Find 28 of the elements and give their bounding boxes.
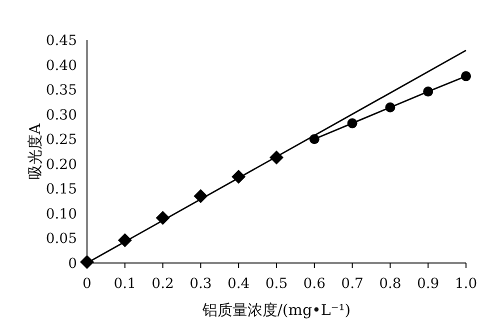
x-tick-label: 0.7 xyxy=(341,276,364,292)
y-tick-label: 0.20 xyxy=(46,156,77,173)
x-tick-label: 0.4 xyxy=(227,276,250,292)
y-tick-label: 0 xyxy=(68,256,77,272)
x-tick-label: 0.5 xyxy=(265,276,288,292)
y-tick-label: 0.35 xyxy=(46,82,77,99)
x-tick-label: 0.8 xyxy=(379,276,402,292)
x-tick-label: 0.6 xyxy=(303,276,326,292)
y-tick-label: 0.25 xyxy=(46,132,77,148)
x-tick-label: 0.2 xyxy=(152,276,174,292)
y-tick-label: 0.05 xyxy=(46,231,77,248)
y-tick-label: 0.15 xyxy=(46,182,77,198)
point xyxy=(461,71,471,82)
point xyxy=(385,102,396,112)
x-tick-label: 0 xyxy=(82,276,92,292)
y-tick-label: 0.10 xyxy=(46,206,77,222)
point xyxy=(423,86,434,97)
x-tick-label: 0.1 xyxy=(114,276,136,292)
y-axis-title: 吸光度A xyxy=(26,123,44,180)
x-tick-label: 1.0 xyxy=(454,276,478,292)
point xyxy=(80,255,94,270)
y-tick-label: 0.30 xyxy=(46,107,77,124)
y-tick-label: 0.45 xyxy=(46,33,77,49)
x-axis-title: 铝质量浓度/(mg•L⁻¹) xyxy=(201,301,351,319)
x-tick-label: 0.9 xyxy=(416,276,440,292)
y-tick-label: 0.40 xyxy=(46,58,77,74)
x-tick-label: 0.3 xyxy=(190,276,212,292)
point xyxy=(347,118,358,128)
